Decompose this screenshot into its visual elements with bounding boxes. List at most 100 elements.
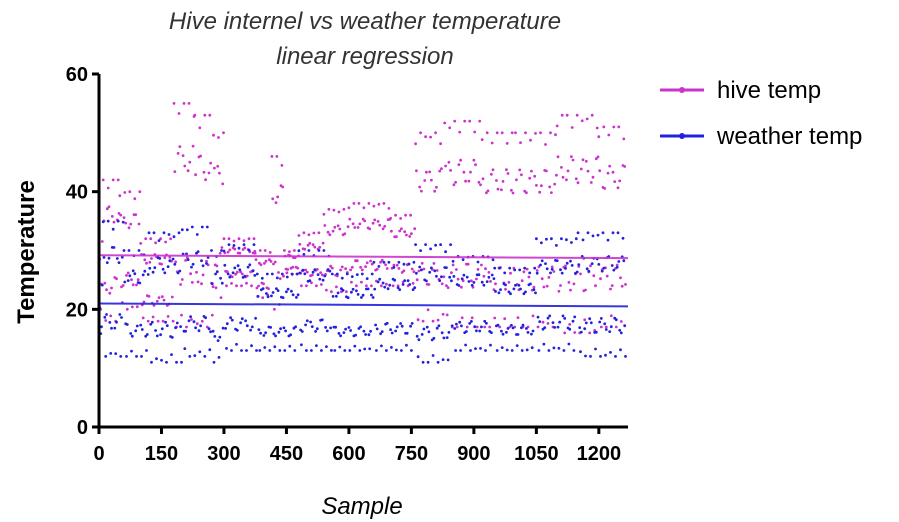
data-point	[343, 349, 347, 352]
data-point	[216, 164, 220, 168]
y-axis-ticks: 0 20 40 60	[66, 64, 99, 439]
data-point	[333, 349, 337, 352]
data-point	[138, 281, 142, 285]
data-point	[501, 180, 505, 183]
data-point	[282, 326, 286, 330]
data-point	[614, 355, 617, 358]
data-point	[295, 296, 298, 299]
data-point	[276, 289, 280, 292]
data-point	[557, 346, 561, 350]
data-point	[565, 261, 569, 265]
data-point	[403, 279, 407, 282]
data-point	[324, 326, 327, 329]
data-point	[145, 333, 149, 336]
data-point	[552, 346, 556, 350]
data-point	[134, 329, 138, 333]
data-point	[557, 289, 561, 293]
hive-temp-legend-marker	[679, 87, 685, 93]
data-point	[365, 261, 369, 265]
data-point	[128, 190, 132, 194]
data-point	[377, 202, 381, 206]
data-point	[534, 291, 537, 295]
data-point	[380, 330, 384, 333]
data-point	[185, 228, 189, 232]
data-point	[394, 329, 397, 333]
data-point	[300, 330, 304, 333]
data-point	[429, 135, 432, 139]
data-point	[273, 260, 277, 264]
data-point	[215, 270, 219, 274]
data-point	[115, 320, 118, 324]
data-point	[387, 260, 391, 264]
data-point	[505, 348, 509, 352]
data-point	[505, 168, 508, 172]
data-point	[183, 164, 187, 168]
legend-label-weather-temp: weather temp	[716, 123, 862, 150]
data-point	[385, 282, 388, 286]
data-point	[528, 176, 532, 180]
data-point	[331, 229, 335, 233]
data-point	[154, 329, 158, 332]
data-point	[505, 330, 508, 334]
data-point	[576, 181, 580, 185]
data-point	[272, 262, 275, 266]
data-point	[475, 329, 478, 333]
data-point	[240, 284, 243, 288]
data-point	[570, 241, 573, 244]
data-point	[575, 270, 579, 274]
data-point	[613, 180, 617, 184]
data-point	[536, 325, 540, 329]
data-point	[555, 173, 558, 177]
data-point	[340, 265, 344, 269]
data-point	[445, 266, 448, 269]
data-point	[492, 288, 496, 291]
data-point	[215, 264, 219, 268]
data-point	[616, 231, 620, 235]
data-point	[189, 272, 193, 276]
data-point	[426, 360, 430, 364]
data-point	[243, 246, 247, 250]
data-point	[445, 313, 449, 317]
data-point	[355, 284, 358, 288]
data-point	[587, 269, 591, 273]
x-tick-label: 750	[395, 443, 428, 465]
data-point	[236, 264, 240, 268]
data-point	[233, 266, 237, 270]
data-point	[340, 276, 344, 280]
data-point	[589, 355, 592, 358]
data-point	[396, 286, 400, 290]
data-point	[320, 318, 324, 322]
data-point	[438, 279, 442, 282]
x-tick-label: 1050	[514, 443, 559, 465]
data-point	[305, 284, 308, 288]
data-point	[226, 250, 230, 254]
data-point	[570, 126, 574, 129]
data-point	[355, 273, 359, 276]
data-point	[444, 250, 447, 254]
data-point	[374, 323, 377, 327]
data-point	[506, 172, 510, 175]
data-point	[110, 286, 113, 290]
data-point	[334, 325, 337, 329]
data-point	[322, 212, 326, 216]
data-point	[477, 273, 481, 277]
data-point	[158, 257, 162, 260]
data-point	[281, 185, 285, 189]
data-point	[520, 349, 524, 352]
data-point	[156, 319, 160, 323]
data-point	[455, 322, 458, 326]
data-point	[511, 191, 515, 195]
data-point	[170, 295, 174, 299]
data-point	[368, 227, 372, 231]
data-point	[596, 155, 600, 159]
data-point	[355, 259, 359, 263]
data-point	[440, 167, 443, 171]
data-point	[145, 261, 148, 265]
data-point	[489, 343, 492, 347]
data-point	[187, 319, 191, 323]
data-point	[126, 279, 130, 282]
data-point	[305, 349, 308, 352]
data-point	[160, 295, 164, 299]
data-point	[140, 328, 144, 331]
data-point	[602, 266, 606, 270]
